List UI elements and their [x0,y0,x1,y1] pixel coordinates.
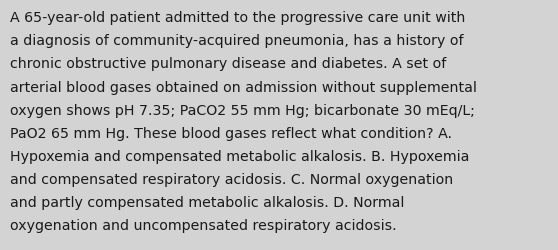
Text: A 65-year-old patient admitted to the progressive care unit with: A 65-year-old patient admitted to the pr… [10,11,465,25]
Text: oxygenation and uncompensated respiratory acidosis.: oxygenation and uncompensated respirator… [10,218,397,232]
Text: and partly compensated metabolic alkalosis. D. Normal: and partly compensated metabolic alkalos… [10,195,405,209]
Text: chronic obstructive pulmonary disease and diabetes. A set of: chronic obstructive pulmonary disease an… [10,57,446,71]
Text: oxygen shows pH 7.35; PaCO2 55 mm Hg; bicarbonate 30 mEq/L;: oxygen shows pH 7.35; PaCO2 55 mm Hg; bi… [10,103,475,117]
Text: a diagnosis of community-acquired pneumonia, has a history of: a diagnosis of community-acquired pneumo… [10,34,464,48]
Text: and compensated respiratory acidosis. C. Normal oxygenation: and compensated respiratory acidosis. C.… [10,172,453,186]
Text: PaO2 65 mm Hg. These blood gases reflect what condition? A.: PaO2 65 mm Hg. These blood gases reflect… [10,126,452,140]
Text: Hypoxemia and compensated metabolic alkalosis. B. Hypoxemia: Hypoxemia and compensated metabolic alka… [10,149,469,163]
Text: arterial blood gases obtained on admission without supplemental: arterial blood gases obtained on admissi… [10,80,477,94]
